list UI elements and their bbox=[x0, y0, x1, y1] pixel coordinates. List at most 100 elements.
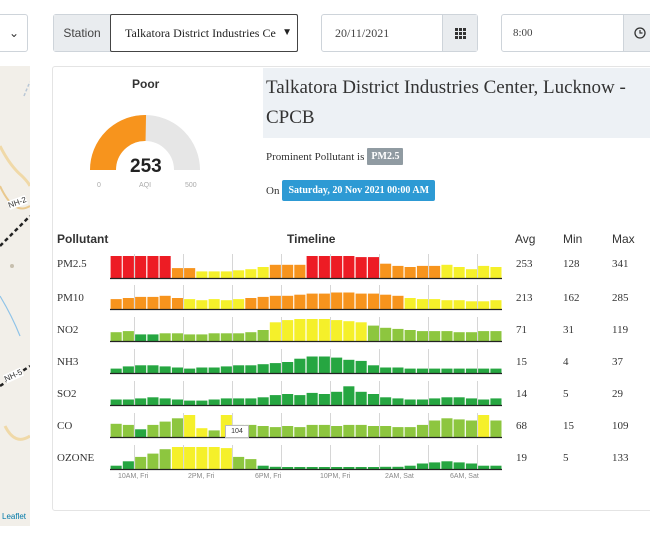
timeline-bar[interactable] bbox=[171, 268, 183, 278]
timeline-bar[interactable] bbox=[122, 298, 134, 309]
timeline-bar[interactable] bbox=[343, 256, 355, 278]
timeline-bar[interactable] bbox=[331, 467, 343, 469]
timeline-bar[interactable] bbox=[257, 364, 269, 373]
timeline-bar[interactable] bbox=[233, 398, 245, 405]
timeline-bar[interactable] bbox=[184, 299, 196, 309]
timeline-bar[interactable] bbox=[478, 399, 490, 406]
timeline-bar[interactable] bbox=[343, 321, 355, 341]
timeline-bar[interactable] bbox=[159, 398, 171, 405]
timeline-bar[interactable] bbox=[441, 418, 453, 437]
timeline-bar[interactable] bbox=[355, 360, 367, 373]
timeline-bar[interactable] bbox=[171, 447, 183, 469]
timeline-bar[interactable] bbox=[465, 368, 477, 373]
timeline-bar[interactable] bbox=[478, 265, 490, 278]
timeline-bar[interactable] bbox=[478, 415, 490, 437]
timeline-bar[interactable] bbox=[331, 357, 343, 373]
timeline-bar[interactable] bbox=[294, 395, 306, 405]
timeline-bar[interactable] bbox=[282, 264, 294, 278]
timeline-bar[interactable] bbox=[441, 461, 453, 469]
timeline-bar[interactable] bbox=[294, 294, 306, 309]
timeline-bar[interactable] bbox=[367, 365, 379, 373]
timeline-bar[interactable] bbox=[416, 463, 428, 470]
timeline-bar[interactable] bbox=[318, 356, 330, 374]
timeline-bar[interactable] bbox=[441, 264, 453, 278]
timeline-bar[interactable] bbox=[171, 298, 183, 309]
timeline-bar[interactable] bbox=[441, 368, 453, 373]
timeline-bar[interactable] bbox=[441, 331, 453, 341]
timeline-bar[interactable] bbox=[122, 399, 134, 406]
timeline-bar[interactable] bbox=[331, 320, 343, 341]
timeline-bar[interactable] bbox=[318, 467, 330, 469]
timeline-bar[interactable] bbox=[294, 319, 306, 341]
timeline-bar[interactable] bbox=[110, 299, 122, 309]
timeline-bar[interactable] bbox=[184, 415, 196, 437]
timeline-bar[interactable] bbox=[331, 256, 343, 278]
timeline-bar[interactable] bbox=[343, 467, 355, 469]
timeline-bar[interactable] bbox=[355, 467, 367, 469]
timeline-bar[interactable] bbox=[355, 391, 367, 405]
timeline-bar[interactable] bbox=[220, 300, 232, 309]
timeline-bar[interactable] bbox=[367, 467, 379, 469]
timeline-bar[interactable] bbox=[404, 368, 416, 373]
time-input[interactable]: 8:00 bbox=[513, 27, 533, 39]
timeline-bar[interactable] bbox=[233, 299, 245, 309]
timeline-bar[interactable] bbox=[159, 256, 171, 278]
timeline-bar[interactable] bbox=[233, 333, 245, 341]
previous-select[interactable]: ⌄ bbox=[0, 14, 28, 52]
timeline-bar[interactable] bbox=[465, 332, 477, 341]
timeline-bar[interactable] bbox=[380, 397, 392, 405]
timeline-bar[interactable] bbox=[404, 465, 416, 469]
timeline-bar[interactable] bbox=[441, 397, 453, 405]
timeline-bar[interactable] bbox=[380, 327, 392, 341]
timeline-bar[interactable] bbox=[429, 420, 441, 438]
timeline-bar[interactable] bbox=[453, 397, 465, 405]
timeline-bar[interactable] bbox=[355, 424, 367, 437]
timeline-bar[interactable] bbox=[208, 271, 220, 278]
timeline-bar[interactable] bbox=[282, 394, 294, 405]
timeline-bar[interactable] bbox=[441, 300, 453, 309]
timeline-bar[interactable] bbox=[367, 293, 379, 309]
timeline-bar[interactable] bbox=[184, 268, 196, 278]
timeline-bar[interactable] bbox=[306, 256, 318, 278]
timeline-bar[interactable] bbox=[220, 366, 232, 373]
timeline-bar[interactable] bbox=[159, 366, 171, 373]
timeline-bar[interactable] bbox=[159, 333, 171, 341]
timeline-bar[interactable] bbox=[465, 269, 477, 278]
timeline-bar[interactable] bbox=[269, 427, 281, 437]
timeline-bar[interactable] bbox=[282, 320, 294, 341]
timeline-bar[interactable] bbox=[196, 334, 208, 341]
timeline-bar[interactable] bbox=[110, 465, 122, 469]
map-panel[interactable]: NH-2 NH-5 bbox=[0, 66, 30, 526]
timeline-bar[interactable] bbox=[355, 322, 367, 341]
timeline-bar[interactable] bbox=[135, 256, 147, 278]
timeline-bar[interactable] bbox=[367, 325, 379, 341]
timeline-bar[interactable] bbox=[355, 293, 367, 309]
timeline-bar[interactable] bbox=[306, 424, 318, 437]
timeline-bar[interactable] bbox=[367, 257, 379, 278]
timeline-bar[interactable] bbox=[282, 467, 294, 469]
timeline-bar[interactable] bbox=[269, 322, 281, 341]
timeline-bar[interactable] bbox=[367, 426, 379, 437]
timeline-bar[interactable] bbox=[196, 367, 208, 374]
timeline-bar[interactable] bbox=[269, 466, 281, 469]
timeline-bar[interactable] bbox=[147, 365, 159, 373]
timeline-bar[interactable] bbox=[294, 358, 306, 373]
timeline-bar[interactable] bbox=[208, 447, 220, 469]
timeline-bar[interactable] bbox=[416, 399, 428, 406]
timeline-bar[interactable] bbox=[184, 368, 196, 373]
timeline-bar[interactable] bbox=[245, 424, 257, 437]
timeline-bar[interactable] bbox=[404, 399, 416, 406]
timeline-bar[interactable] bbox=[392, 427, 404, 437]
timeline-bar[interactable] bbox=[159, 421, 171, 437]
timeline-bar[interactable] bbox=[257, 296, 269, 309]
timeline-bar[interactable] bbox=[110, 256, 122, 278]
timeline-bar[interactable] bbox=[306, 319, 318, 341]
calendar-button[interactable] bbox=[442, 15, 477, 51]
timeline-bar[interactable] bbox=[429, 299, 441, 309]
timeline-bar[interactable] bbox=[453, 300, 465, 309]
timeline-bar[interactable] bbox=[490, 331, 502, 341]
timeline-bar[interactable] bbox=[122, 461, 134, 469]
timeline-bar[interactable] bbox=[453, 462, 465, 469]
timeline-bar[interactable] bbox=[135, 296, 147, 309]
timeline-bar[interactable] bbox=[135, 429, 147, 437]
